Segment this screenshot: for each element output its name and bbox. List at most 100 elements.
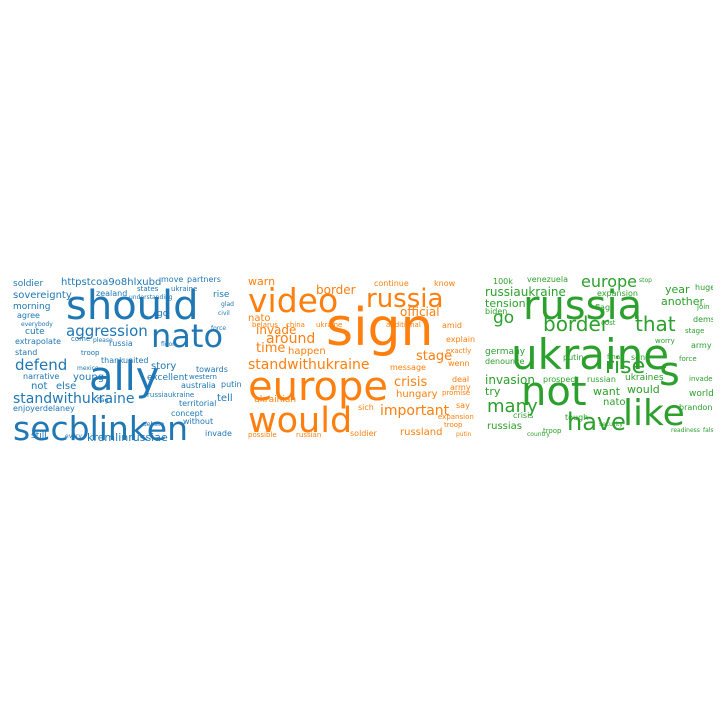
cloud-word: not <box>31 381 48 392</box>
cloud-word: nato <box>603 397 626 408</box>
cloud-word: border <box>316 283 356 297</box>
cloud-word: message <box>390 363 426 372</box>
cloud-word: force <box>679 355 697 363</box>
cloud-word: tough <box>565 413 589 422</box>
cloud-word: defend <box>15 356 68 374</box>
cloud-word: russia <box>366 284 444 314</box>
cloud-word: final <box>607 353 623 361</box>
cloud-word: invade <box>256 323 297 337</box>
cloud-word: still <box>31 431 47 441</box>
cloud-word: would <box>248 401 353 441</box>
cloud-word: russiaukraine <box>147 391 195 399</box>
cloud-word: sich <box>358 403 374 412</box>
cloud-word: httpstcoa9o8hlxubd <box>61 277 162 288</box>
cloud-word: extrapolate <box>15 337 61 346</box>
cloud-word: world <box>689 389 713 399</box>
cloud-word: prospect <box>543 375 578 384</box>
cloud-word: putin <box>456 431 472 438</box>
cloud-word: sign <box>326 298 434 358</box>
cloud-word: russian <box>296 431 322 439</box>
cloud-word: without <box>183 417 214 426</box>
cloud-word: happen <box>288 346 326 357</box>
cloud-word: possible <box>248 431 277 439</box>
cloud-word: cute <box>25 327 45 337</box>
cloud-word: flag <box>97 397 109 404</box>
cloud-word: move <box>161 275 184 284</box>
cloud-word: promise <box>442 389 471 397</box>
cloud-word: biden <box>485 307 508 316</box>
cloud-word: country <box>527 431 550 438</box>
cloud-word: kremlinrussiae <box>87 431 168 442</box>
cloud-word: cost <box>601 319 616 327</box>
cloud-word: else <box>56 381 77 392</box>
cloud-word: states <box>137 285 159 293</box>
cloud-word: debate <box>143 421 165 428</box>
cloud-word: europe <box>581 272 637 291</box>
cloud-word: official <box>400 305 440 319</box>
cloud-word: mexico <box>77 365 99 372</box>
cloud-word: excellent <box>147 373 188 383</box>
cloud-word: another <box>661 295 705 308</box>
cloud-word: putin <box>563 353 584 362</box>
cloud-word: partners <box>187 275 221 284</box>
cloud-word: narrative <box>23 372 60 381</box>
cloud-word: nato <box>248 313 271 324</box>
cloud-word: around <box>266 331 316 347</box>
cloud-word: tell <box>217 393 233 404</box>
cloud-word: join <box>697 303 710 311</box>
cloud-word: troop <box>444 421 463 429</box>
cloud-word: russias <box>487 421 522 432</box>
cloud-word: army <box>450 383 471 392</box>
cloud-word: russian <box>587 375 616 384</box>
cloud-word: invade <box>205 429 232 438</box>
word-cloud-green: 100k venezuela europe stop russiaukraine expa… <box>483 272 713 442</box>
cloud-word: not <box>521 369 587 415</box>
cloud-word: agree <box>17 311 40 320</box>
cloud-word: troop <box>543 427 562 435</box>
cloud-word: please <box>93 337 113 344</box>
cloud-word: ukraines <box>625 373 664 383</box>
cloud-word: readiness <box>671 427 700 434</box>
cloud-word: force <box>211 325 227 332</box>
cloud-word: soldier <box>350 429 377 438</box>
cloud-word: huge <box>695 283 713 292</box>
cloud-word: understanding <box>129 294 173 301</box>
cloud-word: rise <box>605 354 646 379</box>
cloud-word: want <box>593 385 621 398</box>
cloud-word: china <box>286 321 305 329</box>
cloud-word: continue <box>374 279 409 288</box>
cloud-word: zealand <box>96 289 128 298</box>
cloud-word: border <box>543 312 610 336</box>
cloud-word: army <box>691 341 712 350</box>
cloud-word: thank <box>101 356 124 365</box>
cloud-word: dems <box>693 315 713 324</box>
cloud-word: germany <box>485 347 526 357</box>
cloud-word: come <box>71 335 91 343</box>
cloud-word: should <box>66 283 199 329</box>
cloud-word: towards <box>196 365 228 374</box>
cloud-word: ukraine <box>511 330 670 379</box>
cloud-word: security <box>599 421 623 428</box>
cloud-word: rise <box>213 290 230 300</box>
cloud-word: nato <box>151 317 224 355</box>
cloud-word: territorial <box>179 399 217 408</box>
cloud-word: amid <box>442 321 462 330</box>
cloud-word: floor <box>161 341 175 348</box>
cloud-word: sovereignty <box>13 290 72 301</box>
cloud-word: enjoyerdelaney <box>13 404 75 413</box>
cloud-word: year <box>665 283 690 296</box>
cloud-word: civil <box>218 310 230 317</box>
cloud-word: secblinken <box>13 409 188 442</box>
cloud-word: morning <box>13 302 51 312</box>
cloud-word: stop <box>639 277 652 284</box>
cloud-word: europe <box>248 364 388 410</box>
cloud-word: glad <box>221 301 234 308</box>
cloud-word: exactly <box>446 347 472 355</box>
cloud-word: tension <box>485 297 526 310</box>
cloud-word: russia <box>523 283 643 329</box>
cloud-word: standwithukraine <box>248 357 370 373</box>
cloud-word: russia <box>109 339 133 348</box>
cloud-word: send <box>631 353 651 362</box>
cloud-word: warn <box>248 275 276 288</box>
cloud-word: hungary <box>396 389 438 400</box>
